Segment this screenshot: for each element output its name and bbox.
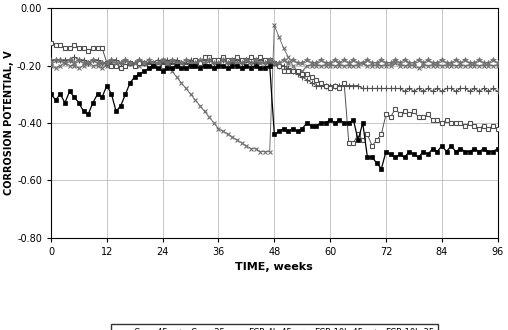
ECR-10h-35	[52, 58, 58, 62]
Conv-35	[276, 64, 282, 68]
Conv-35	[308, 81, 314, 85]
ECR-10h-35	[308, 61, 314, 65]
Conv-35	[85, 61, 91, 65]
ECR-10h-45	[271, 61, 277, 65]
Conv-35	[169, 61, 175, 65]
ECR-10h-35	[85, 61, 91, 65]
ECR-4h-45	[495, 147, 501, 151]
ECR-4h-45	[150, 64, 156, 68]
ECR-10h-35	[48, 61, 54, 65]
Conv-35	[402, 89, 408, 93]
Conv-45	[495, 64, 501, 68]
Line: ECR-10h-45: ECR-10h-45	[49, 40, 500, 148]
ECR-4h-45	[80, 110, 86, 114]
ECR-10h-35	[67, 58, 73, 62]
Conv-45	[48, 64, 54, 68]
Conv-45	[313, 64, 319, 68]
Line: ECR-10h-35: ECR-10h-35	[48, 57, 500, 65]
Conv-45	[80, 64, 86, 68]
ECR-10h-35	[397, 61, 403, 65]
Line: Conv-45: Conv-45	[49, 23, 500, 154]
Conv-45	[258, 149, 264, 153]
Conv-35	[397, 86, 403, 90]
Conv-35	[495, 89, 501, 93]
ECR-10h-45	[48, 41, 54, 45]
ECR-10h-45	[80, 46, 86, 50]
ECR-10h-45	[397, 112, 403, 116]
Conv-45	[271, 23, 277, 27]
Conv-35	[48, 58, 54, 62]
ECR-4h-45	[48, 92, 54, 96]
Conv-35	[71, 55, 77, 59]
Line: ECR-4h-45: ECR-4h-45	[49, 63, 500, 171]
ECR-4h-45	[308, 124, 314, 128]
ECR-4h-45	[62, 101, 68, 105]
Conv-35	[62, 58, 68, 62]
ECR-10h-45	[62, 46, 68, 50]
Conv-45	[62, 61, 68, 65]
Legend: Conv-45, Conv-35, ECR-4h-45, ECR-10h-45, ECR-10h-35: Conv-45, Conv-35, ECR-4h-45, ECR-10h-45,…	[111, 324, 438, 330]
Line: Conv-35: Conv-35	[48, 54, 500, 94]
ECR-10h-45	[164, 61, 170, 65]
ECR-4h-45	[402, 155, 408, 159]
ECR-4h-45	[169, 66, 175, 70]
ECR-10h-45	[304, 72, 310, 76]
Conv-45	[280, 46, 287, 50]
ECR-4h-45	[276, 129, 282, 133]
Y-axis label: CORROSION POTENTIAL, V: CORROSION POTENTIAL, V	[4, 50, 14, 195]
Conv-45	[164, 64, 170, 68]
ECR-10h-35	[495, 61, 501, 65]
X-axis label: TIME, weeks: TIME, weeks	[236, 262, 313, 272]
ECR-10h-35	[276, 61, 282, 65]
ECR-10h-35	[169, 58, 175, 62]
ECR-4h-45	[378, 167, 385, 171]
ECR-10h-45	[369, 144, 375, 148]
ECR-10h-45	[495, 127, 501, 131]
Conv-45	[402, 64, 408, 68]
